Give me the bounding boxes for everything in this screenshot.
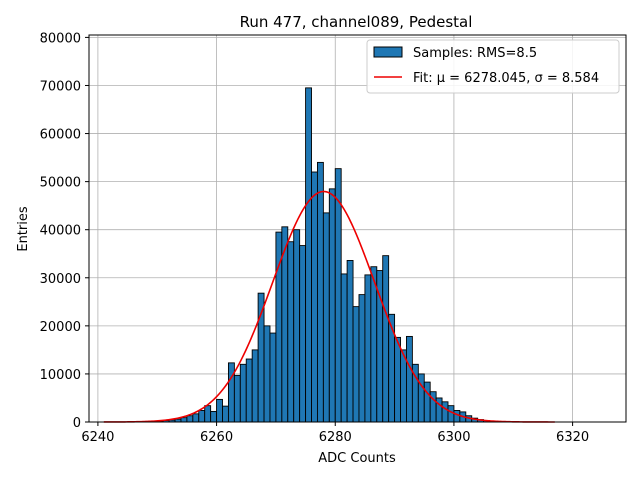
- x-tick-label: 6320: [556, 430, 589, 445]
- histogram-bar: [376, 270, 384, 423]
- ticks-layer: 6240 6260 6280 6300 6320 0 10000 20000 30000 4000…: [40, 31, 590, 445]
- histogram-bar: [382, 255, 390, 423]
- histogram-bar: [406, 335, 413, 423]
- y-tick-label: 70000: [40, 79, 81, 94]
- y-tick-label: 10000: [40, 368, 81, 383]
- histogram-bar: [340, 273, 348, 423]
- histogram-bar: [198, 410, 206, 423]
- histogram-bar: [233, 374, 241, 423]
- legend-samples-label: Samples: RMS=8.5: [413, 46, 537, 61]
- x-axis-label: ADC Counts: [318, 451, 396, 466]
- histogram-bar: [358, 294, 366, 423]
- histogram-bar: [447, 405, 455, 423]
- histogram-bar: [186, 415, 194, 423]
- histogram-bar: [400, 349, 407, 423]
- histogram-bar: [287, 241, 295, 423]
- x-tick-label: 6240: [81, 430, 114, 445]
- histogram-bar: [334, 168, 342, 423]
- histogram-bar: [251, 349, 259, 423]
- histogram-bar: [453, 410, 461, 423]
- x-tick-label: 6280: [319, 430, 352, 445]
- histogram-bar: [299, 245, 307, 423]
- histogram-bar: [370, 266, 378, 423]
- y-tick-label: 20000: [40, 320, 81, 335]
- legend-fit-label: Fit: μ = 6278.045, σ = 8.584: [413, 71, 599, 86]
- plot-frame: [88, 34, 627, 423]
- y-tick-label: 0: [73, 416, 81, 431]
- y-tick-label: 30000: [40, 272, 81, 287]
- histogram-bar: [192, 413, 200, 423]
- chart-title: Run 477, channel089, Pedestal: [240, 13, 473, 31]
- y-tick-label: 40000: [40, 224, 81, 239]
- histogram-bar: [210, 410, 218, 423]
- y-tick-label: 50000: [40, 176, 81, 191]
- histogram-bar: [239, 363, 247, 423]
- histogram-bar: [322, 212, 330, 423]
- histogram-bar: [263, 325, 271, 423]
- histogram-bar: [293, 229, 301, 423]
- histogram-bar: [216, 398, 223, 423]
- legend-samples-swatch: [373, 46, 403, 58]
- gaussian-fit-line: [103, 190, 555, 423]
- histogram-bar: [423, 381, 431, 423]
- histogram-bar: [316, 161, 324, 423]
- histogram-bar: [245, 358, 253, 423]
- y-axis-label: Entries: [16, 206, 31, 252]
- fit-layer: [103, 190, 555, 423]
- y-tick-label: 80000: [40, 31, 81, 46]
- histogram-bar: [269, 332, 277, 423]
- histogram-bar: [394, 336, 401, 423]
- histogram-bar: [364, 274, 372, 423]
- histogram-bar: [311, 171, 318, 423]
- legend: Samples: RMS=8.5 Fit: μ = 6278.045, σ = …: [366, 39, 620, 94]
- histogram-bar: [328, 188, 336, 423]
- histogram-bar: [204, 405, 212, 423]
- histogram-bar: [180, 417, 188, 423]
- x-tick-label: 6260: [200, 430, 233, 445]
- legend-box: [366, 39, 620, 94]
- histogram-bar: [352, 306, 360, 423]
- histogram-bar: [305, 87, 312, 423]
- x-tick-label: 6300: [437, 430, 470, 445]
- histogram-bar: [227, 362, 235, 423]
- y-tick-label: 60000: [40, 128, 81, 143]
- histogram-bar: [435, 397, 443, 423]
- histogram-bar: [441, 401, 449, 423]
- histogram-bar: [222, 405, 229, 423]
- bars-layer: [150, 87, 490, 423]
- histogram-bar: [346, 260, 354, 423]
